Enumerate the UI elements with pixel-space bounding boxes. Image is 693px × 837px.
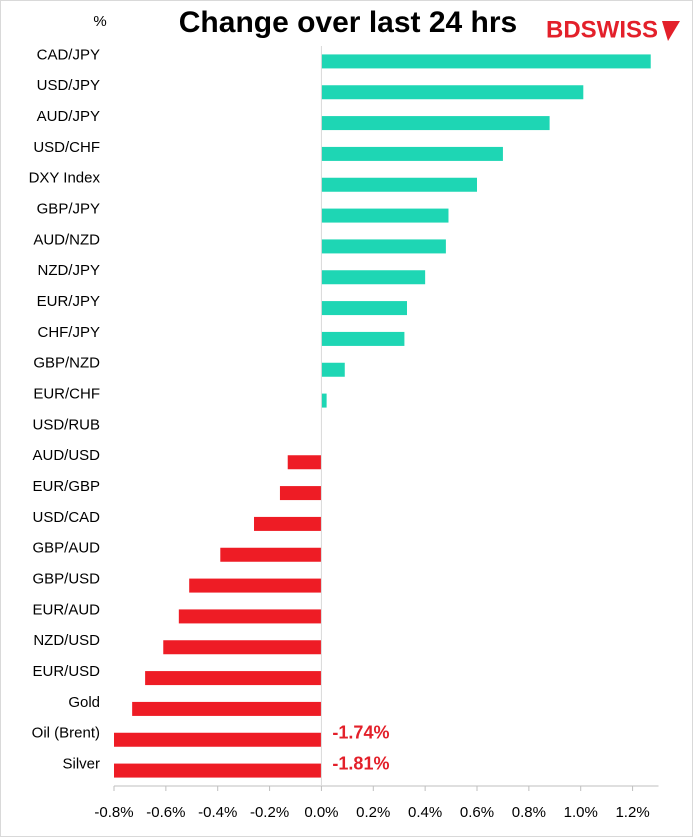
x-tick-label: -0.6% [146, 804, 185, 821]
logo: BDSWISS [546, 16, 658, 43]
bar [321, 331, 405, 346]
bar [321, 116, 550, 131]
y-tick-label: AUD/USD [32, 447, 100, 464]
y-tick-label: USD/CHF [33, 139, 100, 156]
bar [178, 609, 322, 624]
data-label: -1.74% [332, 723, 389, 743]
bar [114, 732, 322, 747]
bar [279, 486, 322, 501]
bar [163, 640, 322, 655]
y-tick-label: CHF/JPY [37, 324, 100, 341]
y-tick-label: Silver [62, 756, 100, 773]
bar [321, 301, 407, 316]
y-tick-label: USD/RUB [32, 416, 100, 433]
y-tick-label: EUR/CHF [33, 386, 100, 403]
bar [254, 516, 322, 531]
y-tick-label: USD/JPY [37, 77, 100, 94]
y-tick-label: NZD/USD [33, 632, 100, 649]
x-tick-label: -0.2% [250, 804, 289, 821]
bar [321, 393, 327, 408]
y-tick-label: EUR/GBP [32, 478, 100, 495]
bar [321, 85, 584, 100]
logo-icon [662, 21, 680, 41]
bar [189, 578, 322, 593]
data-label: -1.81% [332, 753, 389, 773]
y-tick-label: NZD/JPY [37, 262, 100, 279]
y-tick-label: GBP/USD [32, 571, 100, 588]
bar [321, 54, 651, 69]
x-tick-label: -0.8% [94, 804, 133, 821]
x-tick-label: 0.8% [512, 804, 546, 821]
bar [321, 146, 503, 161]
bar [220, 547, 322, 562]
bar [114, 763, 322, 778]
chart-title: Change over last 24 hrs [179, 6, 517, 39]
bar [321, 270, 426, 285]
y-tick-label: CAD/JPY [37, 46, 100, 63]
y-tick-label: EUR/USD [32, 663, 100, 680]
bar [321, 239, 446, 254]
y-tick-label: DXY Index [29, 170, 101, 187]
bar [321, 177, 477, 192]
x-tick-label: -0.4% [198, 804, 237, 821]
x-tick-label: 0.0% [304, 804, 338, 821]
bar [287, 455, 322, 470]
bar [321, 208, 449, 223]
plot-area [114, 54, 651, 778]
y-tick-label: AUD/NZD [33, 231, 100, 248]
x-tick-label: 1.2% [615, 804, 649, 821]
y-tick-label: Gold [68, 694, 100, 711]
x-tick-label: 1.0% [564, 804, 598, 821]
y-tick-label: EUR/JPY [37, 293, 100, 310]
y-tick-label: USD/CAD [32, 509, 100, 526]
x-tick-label: 0.2% [356, 804, 390, 821]
bar [132, 701, 322, 716]
y-tick-label: GBP/AUD [32, 540, 100, 557]
bar [145, 671, 322, 686]
x-tick-label: 0.6% [460, 804, 494, 821]
bar [321, 362, 345, 377]
y-tick-label: EUR/AUD [32, 601, 100, 618]
y-tick-label: AUD/JPY [37, 108, 100, 125]
y-tick-label: GBP/JPY [37, 201, 100, 218]
y-axis-label: % [93, 13, 106, 30]
x-tick-label: 0.4% [408, 804, 442, 821]
y-tick-label: Oil (Brent) [32, 725, 100, 742]
y-tick-label: GBP/NZD [33, 355, 100, 372]
